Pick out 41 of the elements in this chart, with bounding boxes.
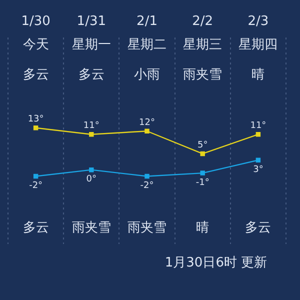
x-tick-label: 2/1 (136, 14, 158, 30)
data-label: 5° (197, 140, 208, 151)
annotation: 多云 (78, 67, 104, 82)
data-label: 11° (83, 121, 100, 132)
point (144, 128, 150, 134)
point (33, 126, 38, 130)
x-tick-label: 2/2 (192, 14, 214, 30)
annotation: 多云 (22, 67, 49, 82)
data-label: 3° (253, 164, 264, 175)
data-label: 13° (28, 114, 44, 125)
data-label: -1° (196, 178, 210, 188)
point (89, 167, 94, 172)
annotation: 晴 (196, 220, 210, 236)
annotation: 雨夹雪 (72, 220, 111, 236)
point (144, 174, 150, 179)
data-label: 12° (139, 118, 155, 128)
point (256, 158, 261, 163)
x-tick-label: 2/3 (248, 14, 269, 30)
point (89, 132, 94, 137)
annotation: 雨夹雪 (183, 67, 222, 82)
data-label: -2° (29, 181, 43, 192)
point (256, 132, 261, 137)
annotation: 晴 (252, 67, 265, 82)
x-tick-label: 1/30 (21, 14, 50, 30)
point (33, 174, 38, 179)
annotation: 小雨 (134, 67, 160, 82)
annotation: 多云 (245, 220, 272, 236)
annotation: 星期四 (238, 37, 278, 52)
annotation: 今天 (22, 37, 49, 52)
data-label: 0° (86, 174, 97, 185)
x-tick-label: 1/31 (76, 14, 106, 30)
annotation: 星期二 (128, 37, 166, 52)
data-label: 11° (250, 121, 266, 132)
point (200, 151, 205, 156)
annotation: 星期三 (183, 37, 222, 52)
data-label: -2° (140, 181, 154, 192)
point (200, 170, 205, 176)
annotation: 雨夹雪 (128, 220, 166, 236)
annotation: 星期一 (72, 37, 111, 52)
annotation: 多云 (22, 220, 49, 236)
text: 1月30日6时 更新 (164, 255, 268, 270)
